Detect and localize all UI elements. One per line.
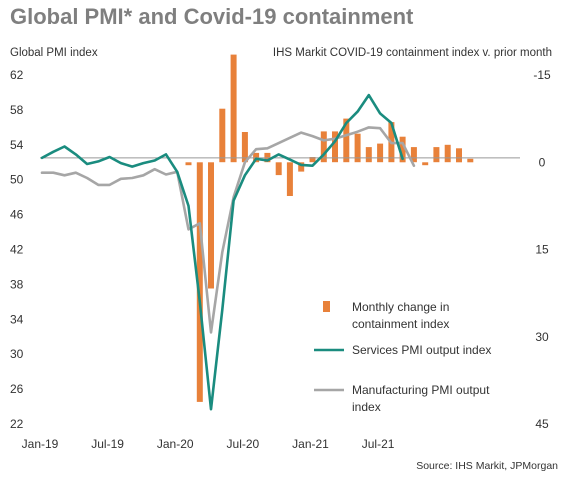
bar-Dec-21 <box>433 147 440 163</box>
left-tick-label: 58 <box>10 103 24 117</box>
legend-bar-swatch <box>323 301 330 312</box>
x-tick-label: Jul-21 <box>362 437 395 451</box>
x-tick-label: Jul-20 <box>227 437 260 451</box>
services-pmi-output-index-line <box>40 93 404 411</box>
legend-manufacturing-label-line2: index <box>352 400 381 414</box>
bar-Oct-20 <box>275 162 282 176</box>
legend-bar-label-line2: containment index <box>352 317 449 331</box>
bar-Mar-20 <box>196 162 203 402</box>
x-tick-label: Jan-20 <box>157 437 194 451</box>
bar-Mar-21 <box>332 131 338 163</box>
left-tick-label: 42 <box>10 243 24 257</box>
legend-services-label: Services PMI output index <box>352 343 491 357</box>
legend: Monthly change in containment index Serv… <box>314 300 491 414</box>
bar-Jun-20 <box>230 54 237 163</box>
right-tick-label: 15 <box>535 243 549 257</box>
bar-Sep-21 <box>399 136 406 163</box>
right-tick-label: 45 <box>535 417 549 431</box>
bar-Feb-20 <box>185 162 192 166</box>
bar-undefined <box>456 148 462 163</box>
bar-Jun-21 <box>365 147 372 163</box>
left-tick-label: 34 <box>10 312 24 326</box>
bar-undefined <box>467 158 474 163</box>
legend-manufacturing-label: Manufacturing PMI output <box>352 383 490 397</box>
bar-Jan-21 <box>309 157 316 163</box>
left-tick-label: 22 <box>10 417 24 431</box>
left-tick-label: 26 <box>10 382 24 396</box>
bar-May-21 <box>354 133 361 163</box>
bar-Nov-21 <box>422 162 429 166</box>
bar-Feb-21 <box>320 131 327 163</box>
bar-Jul-20 <box>241 132 248 163</box>
bar-undefined <box>444 144 451 163</box>
manufacturing-pmi-output-index-line <box>40 126 416 334</box>
pmi-lines <box>40 93 416 411</box>
x-tick-label: Jul-19 <box>91 437 124 451</box>
source-note: Source: IHS Markit, JPMorgan <box>416 460 558 472</box>
left-tick-label: 46 <box>10 208 24 222</box>
bar-Oct-21 <box>410 147 417 163</box>
right-tick-label: 0 <box>539 155 546 169</box>
bar-May-20 <box>219 108 226 163</box>
bar-Dec-20 <box>298 162 305 172</box>
x-tick-label: Jan-21 <box>292 437 329 451</box>
left-tick-label: 54 <box>10 138 24 152</box>
left-tick-label: 38 <box>10 277 24 291</box>
bar-Nov-20 <box>286 162 293 196</box>
right-tick-label: -15 <box>533 68 551 82</box>
bar-Apr-21 <box>343 118 350 163</box>
right-tick-label: 30 <box>535 330 549 344</box>
chart-title: Global PMI* and Covid-19 containment <box>10 4 414 29</box>
legend-bar-label: Monthly change in <box>352 300 449 314</box>
x-tick-label: Jan-19 <box>22 437 59 451</box>
left-axis-title: Global PMI index <box>10 47 98 59</box>
axes: 22 26 30 34 38 42 46 50 54 58 62 -15 0 15 30 45 Jan-19 Ju… <box>10 68 551 451</box>
bar-Jul-21 <box>377 143 384 163</box>
bar-Apr-20 <box>208 162 214 289</box>
left-tick-label: 50 <box>10 173 24 187</box>
left-tick-label: 30 <box>10 347 24 361</box>
right-axis-title: IHS Markit COVID-19 containment index v.… <box>272 47 552 59</box>
left-tick-label: 62 <box>10 68 24 82</box>
